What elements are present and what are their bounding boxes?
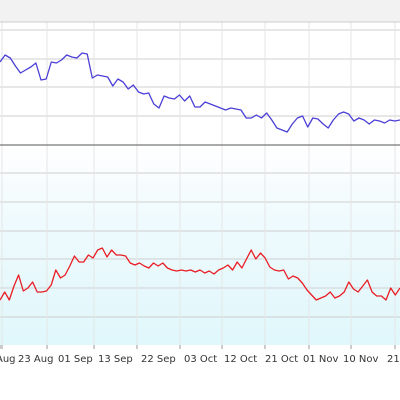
x-tick-label: 21 bbox=[387, 354, 400, 365]
x-tick-label: 12 Oct bbox=[224, 354, 257, 365]
series-line-2 bbox=[0, 247, 400, 301]
x-tick-label: Aug bbox=[0, 354, 16, 365]
x-tick-label: 21 Oct bbox=[265, 354, 298, 365]
top-border bbox=[0, 0, 400, 22]
x-tick-label: 23 Aug bbox=[18, 354, 53, 365]
plot-background bbox=[0, 145, 400, 345]
x-tick-label: 01 Sep bbox=[58, 354, 93, 365]
x-tick-label: 13 Sep bbox=[98, 354, 133, 365]
series-line-1 bbox=[0, 52, 400, 133]
x-axis-ticks: Aug23 Aug 01 Sep 13 Sep 22 Sep 03 Oct 12 Oct 2… bbox=[0, 345, 400, 365]
x-tick-label: 01 Nov bbox=[303, 354, 339, 365]
x-tick-label: 03 Oct bbox=[184, 354, 217, 365]
series-group bbox=[0, 52, 400, 301]
x-tick-label: 22 Sep bbox=[141, 354, 176, 365]
x-tick-label: 10 Nov bbox=[343, 354, 379, 365]
grid bbox=[0, 22, 400, 345]
